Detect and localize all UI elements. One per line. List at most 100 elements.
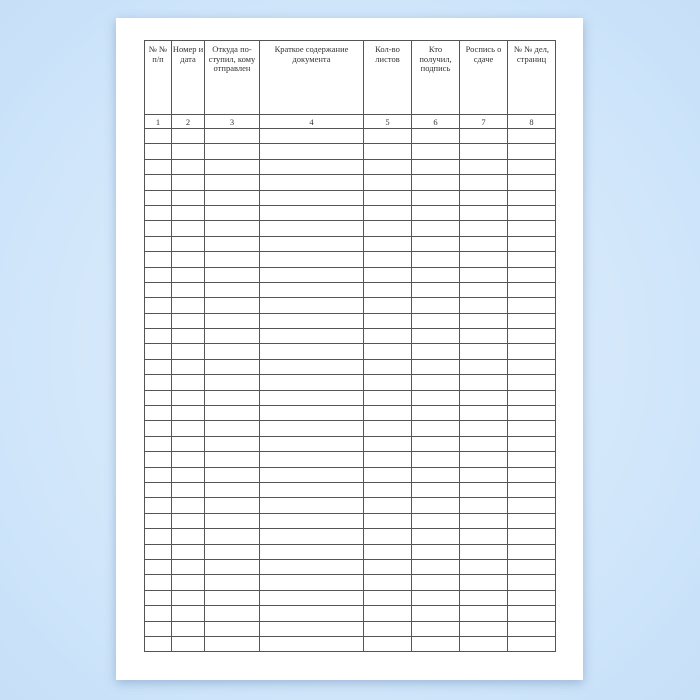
empty-cell [459, 127, 508, 145]
empty-cell [144, 466, 172, 483]
empty-cell [171, 589, 205, 607]
empty-cell [144, 343, 172, 360]
empty-cell [144, 251, 172, 268]
empty-cell [171, 358, 205, 376]
empty-cell [363, 605, 412, 622]
empty-cell [459, 481, 508, 499]
table-row [144, 189, 556, 206]
empty-cell [411, 620, 460, 637]
empty-cell [259, 389, 364, 407]
empty-cell [171, 635, 205, 653]
table-row [144, 174, 556, 191]
empty-cell [171, 374, 205, 391]
empty-cell [171, 343, 205, 360]
empty-cell [204, 497, 260, 514]
empty-cell [363, 297, 412, 314]
empty-cell [363, 312, 412, 330]
empty-cell [411, 174, 460, 191]
empty-cell [363, 497, 412, 514]
empty-cell [507, 328, 556, 345]
document-page: № № п/п Номер и дата Откуда по-ступил, к… [116, 18, 583, 680]
column-number-row: 1 2 3 4 5 6 7 8 [144, 114, 556, 129]
empty-cell [459, 528, 508, 545]
empty-cell [259, 435, 364, 453]
empty-cell [144, 405, 172, 422]
empty-cell [204, 220, 260, 237]
empty-cell [459, 405, 508, 422]
empty-cell [144, 127, 172, 145]
empty-cell [259, 358, 364, 376]
empty-cell [459, 281, 508, 299]
empty-cell [363, 528, 412, 545]
empty-cell [259, 543, 364, 560]
empty-cell [204, 328, 260, 345]
empty-cell [507, 189, 556, 206]
empty-cell [144, 451, 172, 468]
empty-cell [411, 389, 460, 407]
empty-cell [259, 589, 364, 607]
empty-cell [507, 466, 556, 483]
empty-cell [171, 297, 205, 314]
empty-cell [363, 174, 412, 191]
empty-cell [411, 420, 460, 437]
empty-cell [204, 204, 260, 222]
empty-cell [144, 281, 172, 299]
empty-cell [171, 312, 205, 330]
empty-cell [459, 358, 508, 376]
empty-cell [459, 451, 508, 468]
empty-cell [507, 635, 556, 653]
empty-cell [144, 204, 172, 222]
header-cell: Роспись о сдаче [459, 40, 508, 115]
empty-cell [259, 558, 364, 576]
empty-cell [363, 189, 412, 206]
empty-cell [171, 512, 205, 530]
empty-cell [459, 328, 508, 345]
empty-cell [459, 558, 508, 576]
empty-cell [411, 558, 460, 576]
empty-cell [259, 635, 364, 653]
empty-cell [363, 405, 412, 422]
empty-cell [459, 174, 508, 191]
table-row [144, 220, 556, 237]
empty-cell [459, 605, 508, 622]
column-number: 7 [459, 114, 508, 129]
empty-cell [507, 343, 556, 360]
table-row [144, 312, 556, 330]
empty-cell [171, 405, 205, 422]
header-cell: № № п/п [144, 40, 172, 115]
empty-cell [363, 143, 412, 160]
empty-cell [411, 312, 460, 330]
empty-cell [507, 127, 556, 145]
empty-cell [507, 420, 556, 437]
empty-cell [459, 343, 508, 360]
empty-cell [144, 143, 172, 160]
empty-cell [204, 189, 260, 206]
empty-cell [411, 220, 460, 237]
empty-cell [363, 158, 412, 176]
empty-cell [171, 420, 205, 437]
table-row [144, 204, 556, 222]
empty-cell [459, 589, 508, 607]
empty-cell [259, 420, 364, 437]
table-row [144, 589, 556, 607]
table-row [144, 281, 556, 299]
empty-cell [171, 266, 205, 283]
empty-cell [171, 574, 205, 591]
empty-cell [171, 451, 205, 468]
table-row [144, 620, 556, 637]
empty-cell [459, 143, 508, 160]
empty-cell [507, 405, 556, 422]
table-row [144, 297, 556, 314]
table-row [144, 158, 556, 176]
header-cell: Краткое содержание документа [259, 40, 364, 115]
empty-cell [363, 589, 412, 607]
empty-cell [459, 466, 508, 483]
empty-cell [411, 204, 460, 222]
empty-cell [259, 251, 364, 268]
empty-cell [204, 389, 260, 407]
empty-cell [204, 605, 260, 622]
empty-cell [204, 574, 260, 591]
empty-cell [171, 466, 205, 483]
empty-cell [204, 281, 260, 299]
empty-cell [144, 174, 172, 191]
